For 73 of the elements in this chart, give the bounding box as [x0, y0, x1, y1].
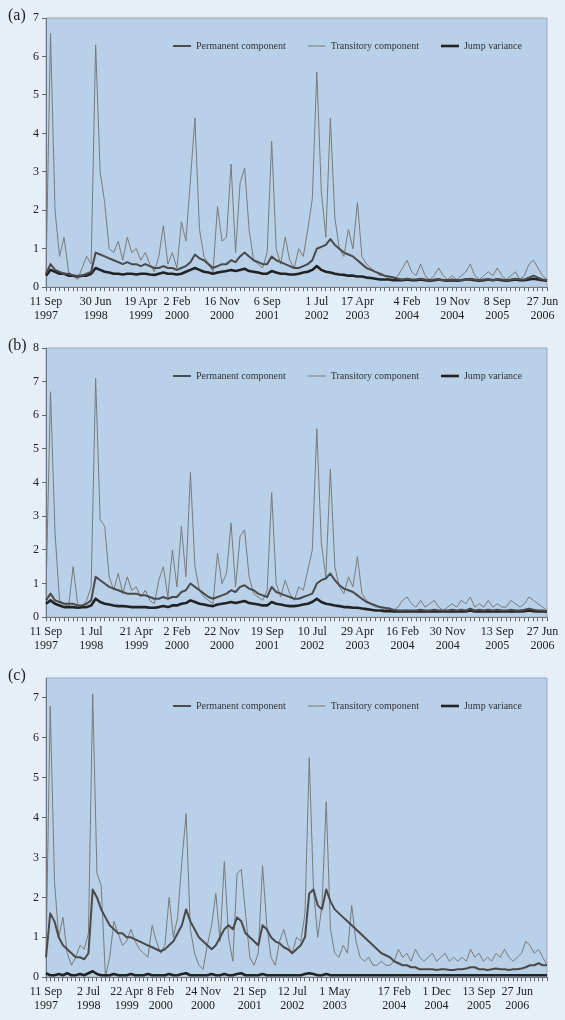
x-tick-label: 6 Sep 2001: [253, 293, 281, 322]
x-tick-label: 30 Nov 2004: [429, 623, 466, 652]
y-tick-label: 5: [33, 769, 39, 784]
legend-label: Permanent component: [196, 699, 286, 711]
y-tick-label: 1: [33, 929, 39, 944]
y-tick-label: 6: [33, 48, 39, 63]
legend-label: Transitory component: [330, 369, 420, 381]
x-tick-label: 11 Sep 1997: [29, 983, 63, 1012]
x-tick-label: 30 Jun 1998: [79, 293, 112, 322]
x-tick-label: 1 Dec 2004: [422, 983, 451, 1012]
x-tick-label: 8 Sep 2005: [483, 293, 511, 322]
chart-title: (b): [8, 336, 27, 354]
y-tick-label: 2: [33, 542, 39, 557]
x-tick-label: 2 Feb 2000: [163, 293, 191, 322]
y-tick-label: 4: [33, 125, 39, 140]
x-tick-label: 21 Sep 2001: [233, 983, 267, 1012]
chart-title: (a): [8, 6, 26, 24]
x-tick-label: 22 Apr 1999: [110, 983, 144, 1012]
x-tick-label: 27 Jun 2006: [501, 983, 534, 1012]
y-tick-label: 4: [33, 474, 39, 489]
y-tick-label: 3: [33, 849, 39, 864]
y-tick-label: 7: [33, 690, 39, 705]
legend-label: Transitory component: [330, 39, 420, 51]
x-tick-label: 2 Feb 2000: [163, 623, 191, 652]
y-tick-label: 8: [33, 340, 39, 355]
y-tick-label: 7: [33, 373, 39, 388]
legend-label: Jump variance: [463, 369, 523, 381]
x-tick-label: 16 Nov 2000: [204, 293, 240, 322]
legend-label: Permanent component: [196, 369, 286, 381]
y-tick-label: 5: [33, 441, 39, 456]
y-tick-label: 0: [33, 279, 39, 294]
y-tick-label: 5: [33, 87, 39, 102]
x-tick-label: 22 Nov 2000: [204, 623, 240, 652]
y-tick-label: 4: [33, 809, 39, 824]
x-tick-label: 1 Jul 2002: [304, 293, 329, 322]
x-tick-label: 27 Jun 2006: [526, 293, 559, 322]
x-tick-label: 27 Jun 2006: [526, 623, 559, 652]
y-tick-label: 0: [33, 609, 39, 624]
x-tick-label: 1 Jul 1998: [79, 623, 104, 652]
y-tick-label: 6: [33, 407, 39, 422]
legend-label: Permanent component: [196, 39, 286, 51]
legend-label: Transitory component: [330, 699, 420, 711]
x-tick-label: 16 Feb 2004: [386, 623, 420, 652]
x-tick-label: 13 Sep 2005: [462, 983, 496, 1012]
x-tick-label: 8 Feb 2000: [147, 983, 175, 1012]
y-tick-label: 2: [33, 202, 39, 217]
x-tick-label: 13 Sep 2005: [480, 623, 514, 652]
x-tick-label: 19 Apr 1999: [124, 293, 158, 322]
y-tick-label: 1: [33, 240, 39, 255]
x-tick-label: 11 Sep 1997: [29, 623, 63, 652]
y-tick-label: 2: [33, 889, 39, 904]
y-tick-label: 3: [33, 163, 39, 178]
y-tick-label: 3: [33, 508, 39, 523]
x-tick-label: 2 Jul 1998: [76, 983, 101, 1012]
x-tick-label: 17 Apr 2003: [340, 293, 374, 322]
x-tick-label: 17 Feb 2004: [377, 983, 411, 1012]
x-tick-label: 19 Sep 2001: [250, 623, 284, 652]
x-tick-label: 1 May 2003: [319, 983, 351, 1012]
x-tick-label: 21 Apr 1999: [119, 623, 153, 652]
x-tick-label: 24 Nov 2000: [185, 983, 221, 1012]
y-tick-label: 7: [33, 10, 39, 25]
legend-label: Jump variance: [463, 699, 523, 711]
x-tick-label: 11 Sep 1997: [29, 293, 63, 322]
y-tick-label: 6: [33, 730, 39, 744]
x-tick-label: 12 Jul 2002: [277, 983, 308, 1012]
x-tick-label: 4 Feb 2004: [393, 293, 421, 322]
x-tick-label: 29 Apr 2003: [340, 623, 374, 652]
legend-label: Jump variance: [463, 39, 523, 51]
x-tick-label: 10 Jul 2002: [297, 623, 328, 652]
chart-title: (c): [8, 666, 26, 684]
x-tick-label: 19 Nov 2004: [434, 293, 471, 322]
y-tick-label: 1: [33, 575, 39, 590]
y-tick-label: 0: [33, 969, 39, 984]
